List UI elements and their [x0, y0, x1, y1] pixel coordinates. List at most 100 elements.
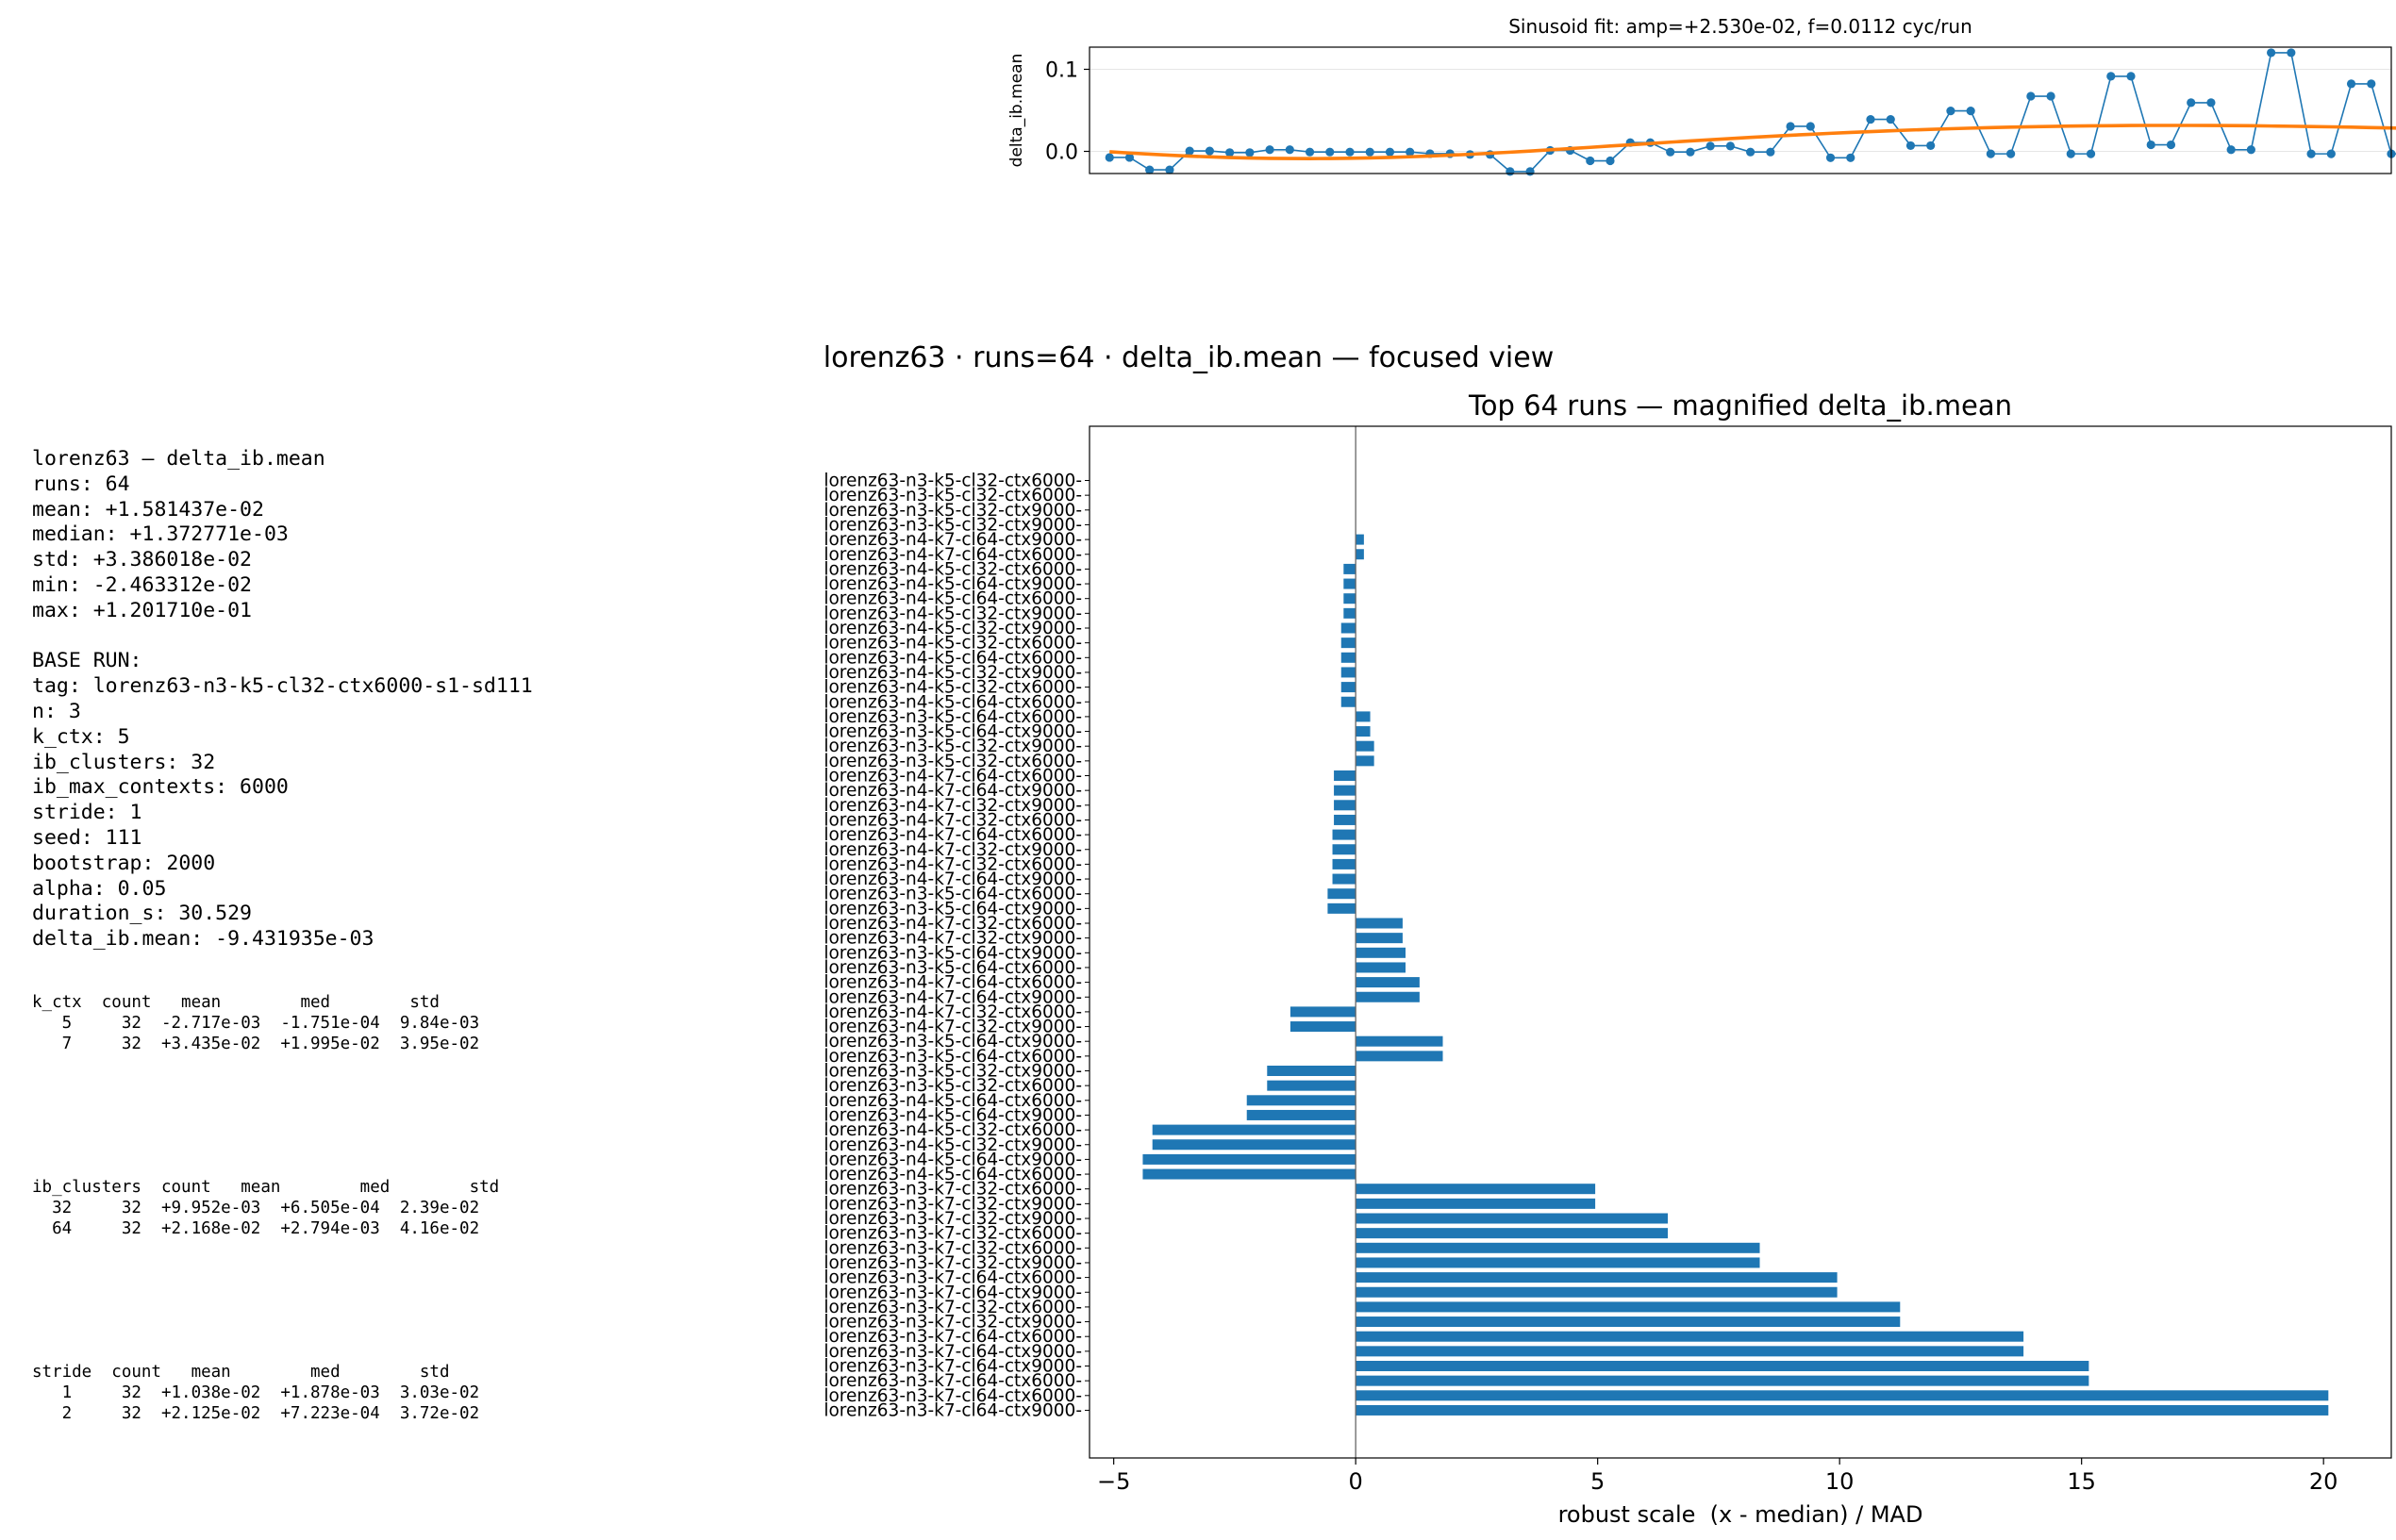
summary-line: std: +3.386018e-02: [32, 548, 252, 572]
bar: [1356, 1198, 1596, 1209]
data-point: [2006, 149, 2016, 158]
bar: [1356, 1404, 2329, 1416]
data-point: [1145, 165, 1155, 174]
group-table-row: 32 32 +9.952e-03 +6.505e-04 2.39e-02: [32, 1199, 480, 1217]
data-point: [2046, 91, 2055, 101]
category-label: lorenz63-n4-k5-cl64-ctx6000-: [824, 692, 1082, 712]
category-label: lorenz63-n3-k7-cl32-ctx9000-: [824, 1194, 1082, 1214]
category-label: lorenz63-n3-k7-cl32-ctx6000-: [824, 1180, 1082, 1200]
data-point: [1385, 147, 1395, 157]
category-label: lorenz63-n3-k7-cl32-ctx9000-: [824, 1313, 1082, 1333]
bar: [1343, 578, 1356, 589]
bar: [1332, 844, 1356, 855]
sinusoid-axes-frame: [1089, 46, 2392, 174]
data-point: [2346, 79, 2356, 89]
summary-line: delta_ib.mean: -9.431935e-03: [32, 927, 374, 952]
fit-curve: [1109, 124, 2396, 160]
y-tick-label: 0.0: [1045, 141, 1078, 165]
x-tick-label: 20: [2309, 1468, 2338, 1495]
summary-line: BASE RUN:: [32, 649, 142, 673]
summary-line: median: +1.372771e-03: [32, 522, 289, 547]
data-point: [2126, 72, 2136, 81]
category-label: lorenz63-n3-k5-cl64-ctx9000-: [824, 943, 1082, 963]
category-label: lorenz63-n4-k7-cl64-ctx9000-: [824, 869, 1082, 889]
summary-line: ib_clusters: 32: [32, 750, 216, 774]
data-point: [2287, 48, 2296, 58]
data-point: [1586, 156, 1595, 166]
bar: [1356, 962, 1406, 973]
data-point: [1185, 146, 1194, 156]
group-table-stride: stride count mean med std 1 32 +1.038e-0…: [32, 1362, 479, 1424]
category-label: lorenz63-n4-k5-cl64-ctx6000-: [824, 648, 1082, 668]
bar: [1340, 667, 1356, 678]
bar: [1356, 1390, 2329, 1401]
bar: [1356, 1257, 1760, 1268]
data-point: [1786, 122, 1795, 131]
category-label: lorenz63-n3-k5-cl64-ctx9000-: [824, 722, 1082, 742]
bar: [1290, 1021, 1356, 1033]
summary-line: bootstrap: 2000: [32, 851, 216, 875]
bar: [1334, 770, 1356, 781]
summary-line: duration_s: 30.529: [32, 902, 252, 926]
summary-line: mean: +1.581437e-02: [32, 497, 264, 522]
bar: [1356, 1316, 1901, 1328]
bar: [1356, 1286, 1838, 1298]
group-table-row: 5 32 -2.717e-03 -1.751e-04 9.84e-03: [32, 1014, 480, 1033]
category-label: lorenz63-n3-k7-cl64-ctx9000-: [824, 1357, 1082, 1377]
bar-axes-frame: [1089, 425, 2392, 1459]
category-label: lorenz63-n4-k7-cl32-ctx6000-: [824, 914, 1082, 934]
data-point: [1285, 145, 1294, 155]
category-label: lorenz63-n3-k5-cl64-ctx6000-: [824, 1047, 1082, 1067]
data-point: [2187, 98, 2196, 108]
category-label: lorenz63-n4-k7-cl64-ctx6000-: [824, 767, 1082, 787]
bar: [1356, 933, 1403, 944]
data-point: [2026, 91, 2036, 101]
summary-line: min: -2.463312e-02: [32, 572, 252, 597]
category-label: lorenz63-n3-k7-cl64-ctx6000-: [824, 1268, 1082, 1288]
summary-line: runs: 64: [32, 472, 130, 496]
category-label: lorenz63-n3-k7-cl32-ctx6000-: [824, 1298, 1082, 1317]
x-tick-label: 0: [1349, 1468, 1363, 1495]
summary-stats: lorenz63 — delta_ib.mean runs: 64 mean: +1…: [32, 447, 533, 952]
data-point: [1365, 147, 1374, 157]
bar: [1356, 1213, 1669, 1224]
group-table-ib-clusters: ib_clusters count mean med std 32 32 +9.…: [32, 1177, 499, 1239]
category-label: lorenz63-n4-k5-cl64-ctx9000-: [824, 574, 1082, 594]
bar: [1356, 947, 1406, 958]
category-label: lorenz63-n3-k5-cl64-ctx6000-: [824, 707, 1082, 727]
category-label: lorenz63-n4-k7-cl64-ctx9000-: [824, 781, 1082, 801]
bar: [1356, 1035, 1443, 1047]
category-label: lorenz63-n4-k7-cl32-ctx9000-: [824, 1018, 1082, 1037]
category-label: lorenz63-n3-k7-cl32-ctx6000-: [824, 1238, 1082, 1258]
category-label: lorenz63-n3-k5-cl32-ctx6000-: [824, 472, 1082, 491]
bar: [1356, 1331, 2024, 1342]
category-label: lorenz63-n3-k7-cl64-ctx6000-: [824, 1371, 1082, 1391]
group-table-header: k_ctx count mean med std: [32, 993, 440, 1012]
bar: [1343, 607, 1356, 619]
category-label: lorenz63-n4-k5-cl32-ctx6000-: [824, 559, 1082, 579]
category-label: lorenz63-n4-k5-cl64-ctx6000-: [824, 589, 1082, 609]
bar: [1356, 977, 1420, 988]
data-point: [2106, 72, 2116, 81]
group-table-header: stride count mean med std: [32, 1363, 450, 1382]
data-point: [1506, 167, 1515, 176]
bar: [1340, 696, 1356, 707]
bar: [1340, 622, 1356, 634]
data-point: [1606, 156, 1615, 166]
bar: [1290, 1006, 1356, 1018]
data-point: [1746, 147, 1755, 157]
bar: [1356, 1272, 1838, 1283]
bar: [1356, 726, 1371, 737]
bar: [1267, 1080, 1356, 1091]
bar: [1356, 1242, 1760, 1253]
bar: [1334, 814, 1356, 825]
category-label: lorenz63-n4-k5-cl64-ctx6000-: [824, 1165, 1082, 1184]
data-point: [1886, 114, 1895, 124]
category-label: lorenz63-n3-k5-cl32-ctx6000-: [824, 1076, 1082, 1096]
data-point: [2226, 145, 2236, 155]
sinusoid-ylabel: delta_ib.mean: [1007, 54, 1026, 168]
category-label: lorenz63-n4-k7-cl64-ctx6000-: [824, 825, 1082, 845]
data-point: [1666, 147, 1675, 157]
bar: [1267, 1066, 1356, 1076]
data-point: [2306, 149, 2316, 158]
